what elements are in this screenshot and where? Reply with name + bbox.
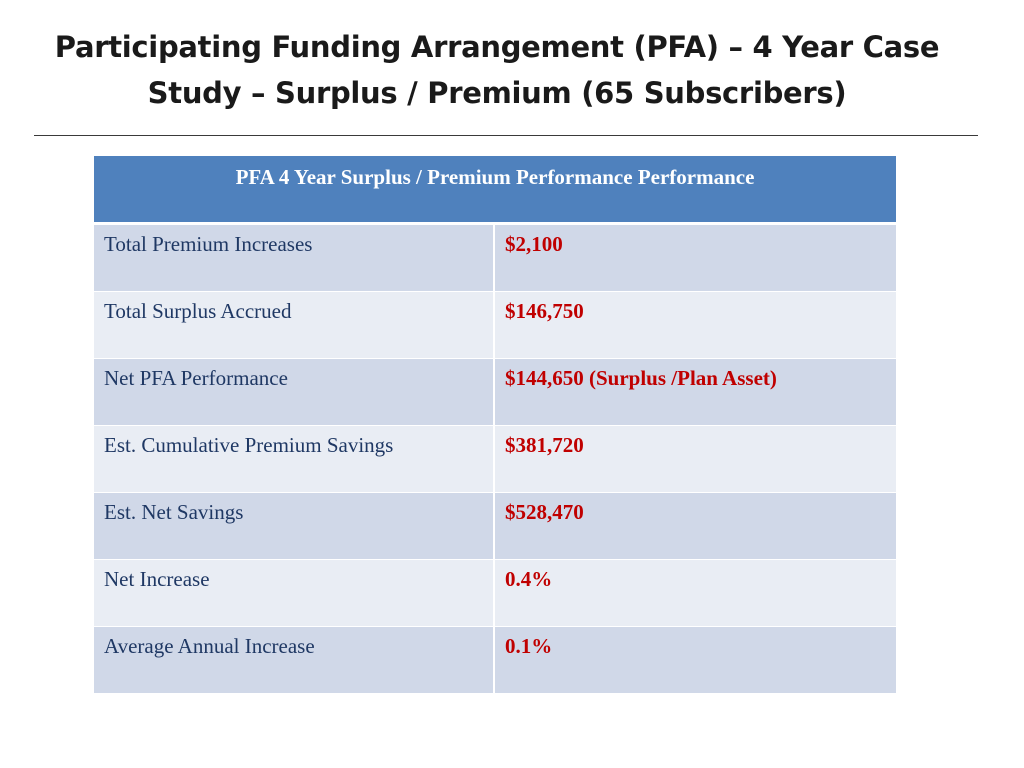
table-row: Est. Cumulative Premium Savings $381,720 xyxy=(94,425,896,493)
row-label: Total Premium Increases xyxy=(104,232,313,256)
row-label: Average Annual Increase xyxy=(104,634,315,658)
table-row: Est. Net Savings $528,470 xyxy=(94,492,896,560)
row-value: $146,750 xyxy=(505,299,584,323)
row-label: Net Increase xyxy=(104,567,210,591)
row-label-cell: Average Annual Increase xyxy=(94,626,495,694)
table-row: Total Surplus Accrued $146,750 xyxy=(94,291,896,359)
row-value: $528,470 xyxy=(505,500,584,524)
row-value-cell: $528,470 xyxy=(494,492,896,560)
row-value-cell: $2,100 xyxy=(494,223,896,292)
row-value-cell: $144,650 (Surplus /Plan Asset) xyxy=(494,358,896,426)
row-label: Total Surplus Accrued xyxy=(104,299,292,323)
row-value-cell: 0.4% xyxy=(494,559,896,627)
table-header: PFA 4 Year Surplus / Premium Performance… xyxy=(94,156,896,225)
table-row: Average Annual Increase 0.1% xyxy=(94,626,896,694)
row-label-cell: Est. Cumulative Premium Savings xyxy=(94,425,495,493)
row-value-cell: $146,750 xyxy=(494,291,896,359)
slide-title-line-1: Participating Funding Arrangement (PFA) … xyxy=(54,30,940,64)
table-header-row: PFA 4 Year Surplus / Premium Performance… xyxy=(94,156,896,225)
pfa-performance-table: PFA 4 Year Surplus / Premium Performance… xyxy=(94,156,896,694)
row-value: $2,100 xyxy=(505,232,563,256)
row-label-cell: Total Premium Increases xyxy=(94,223,495,292)
row-label: Est. Cumulative Premium Savings xyxy=(104,433,394,457)
table-header-text: PFA 4 Year Surplus / Premium Performance… xyxy=(235,165,755,189)
row-value: 0.4% xyxy=(505,567,553,591)
title-divider xyxy=(34,135,978,136)
row-value-cell: $381,720 xyxy=(494,425,896,493)
slide-title: Participating Funding Arrangement (PFA) … xyxy=(30,24,964,116)
row-value: $381,720 xyxy=(505,433,584,457)
row-label-cell: Est. Net Savings xyxy=(94,492,495,560)
table-row: Net Increase 0.4% xyxy=(94,559,896,627)
row-label: Net PFA Performance xyxy=(104,366,288,390)
row-label: Est. Net Savings xyxy=(104,500,244,524)
row-label-cell: Net Increase xyxy=(94,559,495,627)
table-row: Total Premium Increases $2,100 xyxy=(94,223,896,292)
table-row: Net PFA Performance $144,650 (Surplus /P… xyxy=(94,358,896,426)
slide-title-line-2: Study – Surplus / Premium (65 Subscriber… xyxy=(147,76,847,110)
row-value: 0.1% xyxy=(505,634,553,658)
row-label-cell: Total Surplus Accrued xyxy=(94,291,495,359)
row-value: $144,650 (Surplus /Plan Asset) xyxy=(505,366,777,390)
row-value-cell: 0.1% xyxy=(494,626,896,694)
row-label-cell: Net PFA Performance xyxy=(94,358,495,426)
